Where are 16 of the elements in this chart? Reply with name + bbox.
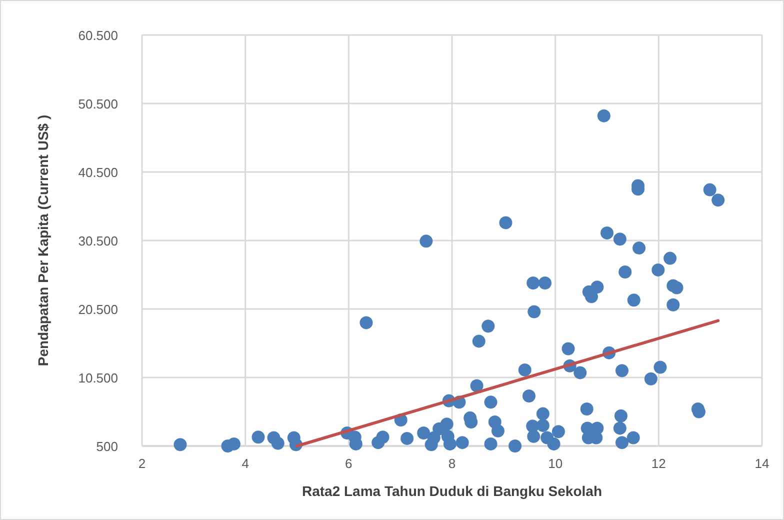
x-tick-label: 10 xyxy=(548,456,563,471)
y-tick-label: 40.500 xyxy=(78,165,118,180)
x-tick-label: 4 xyxy=(242,456,249,471)
y-tick-label: 60.500 xyxy=(78,28,118,43)
x-tick-label: 14 xyxy=(754,456,770,471)
x-tick-label: 2 xyxy=(138,456,146,471)
y-tick-label: 20.500 xyxy=(78,302,118,317)
y-tick-label: 30.500 xyxy=(78,234,118,248)
x-tick-label: 6 xyxy=(345,456,352,471)
x-tick-label: 12 xyxy=(651,456,666,471)
y-tick-label: 50.500 xyxy=(78,96,118,112)
x-axis-title: Rata2 Lama Tahun Duduk di Bangku Sekolah xyxy=(302,483,602,499)
y-axis-title: Pendapatan Per Kapita (Current US$ ) xyxy=(35,114,51,366)
y-tick-label: 500 xyxy=(96,439,118,454)
y-tick-label: 10.500 xyxy=(78,370,118,386)
x-tick-label: 8 xyxy=(448,456,456,471)
